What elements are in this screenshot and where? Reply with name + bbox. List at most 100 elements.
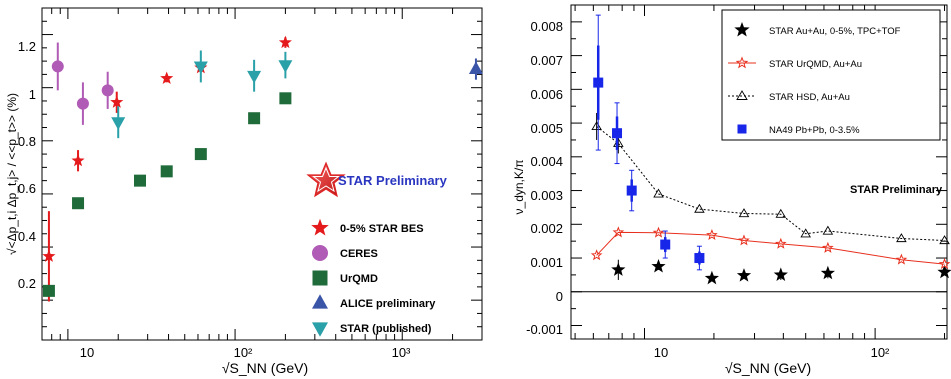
left-series-4 [111, 50, 293, 139]
right-y-tick-label: 0.006 [530, 87, 563, 102]
data-point [591, 121, 602, 131]
data-point [652, 226, 665, 238]
right-y-tick-label: 0.002 [530, 221, 563, 236]
legend-label: STAR Au+Au, 0-5%, TPC+TOF [769, 26, 901, 37]
data-point [626, 185, 637, 196]
right-legend: STAR Au+Au, 0-5%, TPC+TOF STAR UrQMD, Au+… [721, 9, 941, 141]
legend-entry: STAR Au+Au, 0-5%, TPC+TOF [734, 21, 901, 37]
right-x-tick-label: 10 [654, 345, 668, 360]
data-point [660, 239, 671, 250]
left-tick-labels: 0.2 0.4 0.6 0.8 1 1.2 10 10² 10³ [18, 39, 411, 360]
legend-marker [312, 270, 328, 286]
right-y-tick-label: 0.001 [530, 255, 563, 270]
data-point [653, 188, 664, 198]
series-line [596, 231, 945, 265]
legend-entry: STAR HSD, Au+Au [728, 90, 850, 103]
data-point [706, 228, 718, 241]
legend-marker [734, 21, 750, 37]
left-y-tick-label: 0.4 [18, 229, 36, 244]
right-y-tick-label: 0.008 [530, 19, 563, 34]
legend-label: ALICE preliminary [340, 298, 436, 310]
left-series-1 [51, 42, 114, 125]
right-ticks [571, 5, 947, 339]
right-series-3 [593, 14, 705, 271]
data-point [738, 234, 750, 246]
data-point [72, 197, 85, 210]
legend-marker [737, 124, 747, 134]
left-series-2 [42, 92, 292, 297]
right-annotation: STAR Preliminary [850, 184, 943, 196]
right-y-tick-label: 0.005 [530, 121, 563, 136]
right-series-0 [611, 258, 951, 285]
star-logo-icon [312, 166, 340, 193]
left-y-tick-label: 0.8 [18, 134, 36, 149]
data-point [247, 70, 262, 84]
legend-label: STAR HSD, Au+Au [769, 92, 850, 103]
legend-marker [736, 90, 748, 100]
right-y-axis-label: ν_dyn,K/π [512, 160, 526, 215]
data-point [110, 95, 124, 108]
star-logo-icon [306, 161, 346, 198]
data-point [71, 153, 85, 167]
data-point [895, 253, 908, 265]
data-point [111, 117, 126, 130]
legend-entry: NA49 Pb+Pb, 0-3.5% [737, 124, 860, 136]
left-ticks [41, 7, 483, 341]
left-x-tick-label: 10² [234, 345, 253, 360]
right-y-tick-label: 0.004 [530, 154, 563, 169]
data-point [134, 174, 147, 187]
left-plot-frame [41, 7, 483, 341]
left-x-tick-label: 10³ [392, 345, 411, 360]
data-point [773, 267, 788, 281]
data-point [694, 253, 705, 264]
left-series-3 [468, 58, 483, 80]
data-point [160, 165, 173, 178]
data-point [51, 60, 64, 73]
data-point [278, 35, 292, 49]
right-y-tick-label: 0.003 [530, 188, 563, 203]
data-point [42, 284, 55, 297]
data-point [896, 233, 907, 243]
data-point [822, 225, 834, 235]
legend-label: STAR (published) [340, 323, 432, 335]
right-chart: -0.001 0 0.001 0.002 0.003 0.004 0.005 0… [512, 4, 951, 376]
data-point [160, 71, 174, 84]
legend-marker [312, 245, 328, 261]
data-point [775, 208, 787, 218]
left-series [42, 35, 483, 302]
left-legend: 0-5% STAR BES CERES UrQMD ALICE preliminary… [311, 218, 436, 337]
data-point [822, 241, 834, 253]
right-y-tick-label: 0 [556, 289, 563, 304]
data-point [939, 235, 950, 245]
legend-entry: STAR UrQMD, Au+Au [728, 56, 862, 70]
left-logo [306, 161, 346, 198]
left-x-axis-label: √S_NN (GeV) [222, 360, 308, 376]
data-point [800, 228, 811, 238]
data-point [193, 61, 208, 75]
data-point [738, 208, 750, 218]
data-point [101, 84, 114, 97]
data-point [612, 128, 623, 139]
data-point [774, 237, 787, 249]
left-y-tick-label: 0.2 [18, 276, 36, 291]
data-point [938, 257, 951, 270]
right-x-tick-label: 10² [871, 345, 890, 360]
right-plot-frame [570, 4, 948, 340]
data-point [651, 258, 666, 273]
right-series [590, 14, 951, 285]
legend-label: 0-5% STAR BES [340, 223, 424, 235]
data-point [736, 268, 752, 282]
legend-label: CERES [340, 248, 378, 260]
left-y-tick-label: 1 [29, 87, 36, 102]
data-point [278, 60, 293, 73]
right-y-tick-label: 0.007 [530, 53, 563, 68]
right-tick-labels: -0.001 0 0.001 0.002 0.003 0.004 0.005 0… [526, 19, 890, 360]
right-x-axis-label: √S_NN (GeV) [725, 360, 811, 376]
legend-label: STAR UrQMD, Au+Au [769, 59, 862, 70]
data-point [612, 226, 625, 238]
legend-marker [311, 218, 329, 236]
right-y-tick-label: -0.001 [526, 322, 563, 337]
data-point [468, 61, 483, 74]
legend-marker [735, 56, 749, 69]
